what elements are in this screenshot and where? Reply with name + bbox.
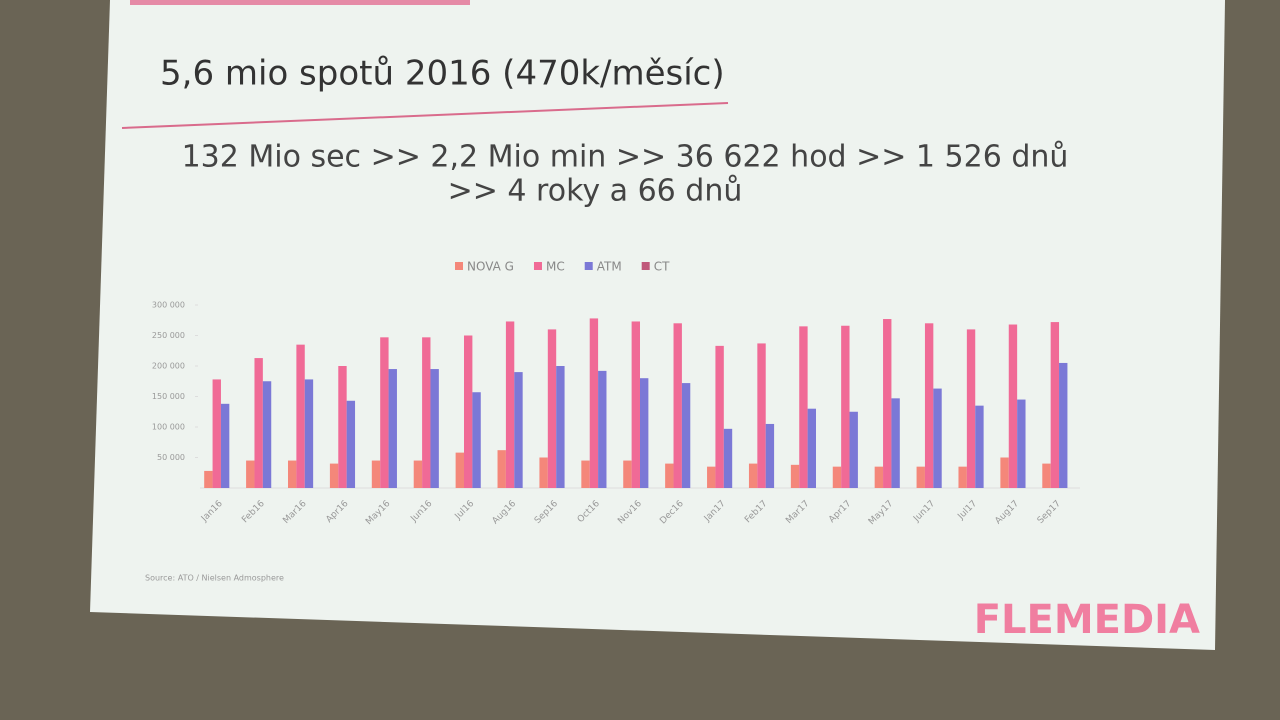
y-tick-label: 150 000: [152, 392, 185, 401]
bar: [288, 460, 297, 488]
bar: [388, 369, 397, 488]
bar: [790, 464, 800, 488]
bar: [254, 358, 263, 488]
y-tick-label: 50 000: [157, 453, 185, 462]
bar: [924, 323, 934, 488]
bar: [673, 323, 682, 488]
bar: [262, 381, 272, 488]
subtitle: 132 Mio sec >> 2,2 Mio min >> 36 622 hod…: [182, 140, 1069, 175]
legend-swatch: [584, 262, 593, 270]
bar: [723, 428, 733, 488]
bar: [807, 408, 816, 488]
bar: [464, 335, 473, 488]
bar: [296, 344, 305, 488]
bar: [681, 383, 691, 488]
bar: [220, 403, 230, 488]
legend-swatch: [641, 262, 650, 270]
bar: [1050, 322, 1060, 488]
bar: [497, 450, 506, 488]
bar: [430, 369, 439, 488]
bar: [422, 337, 431, 488]
bar: [346, 400, 356, 488]
bar: [556, 366, 565, 488]
bar: [380, 337, 389, 488]
bar: [1017, 399, 1026, 488]
bar: [715, 345, 724, 488]
bar: [304, 379, 314, 488]
bar: [338, 366, 347, 488]
bar: [849, 411, 858, 488]
bar: [707, 466, 716, 488]
bar: [1042, 463, 1051, 488]
logo: FLEMEDIA: [974, 597, 1200, 643]
legend-swatch: [455, 262, 463, 270]
bar: [539, 457, 548, 488]
bar: [799, 326, 808, 488]
title-rule: [121, 102, 729, 129]
bar: [832, 466, 842, 488]
legend-label: ATM: [597, 260, 622, 274]
bar: [1059, 362, 1068, 488]
bar: [623, 460, 632, 488]
bar: [581, 460, 590, 488]
bar: [874, 466, 884, 488]
legend-label: MC: [546, 260, 565, 274]
bar: [514, 372, 523, 488]
bar: [975, 405, 984, 488]
bar: [547, 329, 557, 488]
bar: [589, 318, 599, 488]
bar: [329, 463, 339, 488]
bar: [640, 378, 649, 488]
bar: [631, 321, 640, 488]
bar: [505, 321, 515, 488]
bar: [748, 463, 758, 488]
bar: [212, 379, 221, 488]
bar: [598, 370, 607, 488]
y-tick-label: 100 000: [152, 423, 185, 432]
y-tick-label: 200 000: [152, 362, 185, 371]
bar: [371, 460, 381, 488]
bar: [472, 392, 481, 488]
bar: [891, 398, 900, 488]
bar: [966, 329, 976, 488]
y-tick-label: 250 000: [152, 331, 185, 340]
bar: [883, 319, 892, 488]
bar: [958, 466, 967, 488]
subtitle: >> 4 roky a 66 dnů: [448, 174, 743, 209]
bar: [455, 452, 464, 488]
legend-swatch: [533, 262, 542, 270]
bar: [841, 325, 850, 488]
bar: [665, 463, 674, 488]
bar: [204, 470, 213, 488]
bar: [916, 466, 925, 488]
legend-label: CT: [654, 260, 670, 274]
slide-title: 5,6 mio spotů 2016 (470k/měsíc): [160, 54, 725, 94]
bar: [933, 388, 942, 488]
bar: [413, 460, 423, 488]
top-accent: [130, 0, 470, 5]
bar: [1008, 324, 1018, 488]
source: Source: ATO / Nielsen Admosphere: [145, 574, 284, 583]
legend-label: NOVA G: [467, 260, 514, 274]
bar: [246, 460, 255, 488]
bar: [1000, 457, 1009, 488]
bar: [765, 423, 775, 488]
y-tick-label: 300 000: [152, 301, 185, 310]
bar: [757, 343, 766, 488]
